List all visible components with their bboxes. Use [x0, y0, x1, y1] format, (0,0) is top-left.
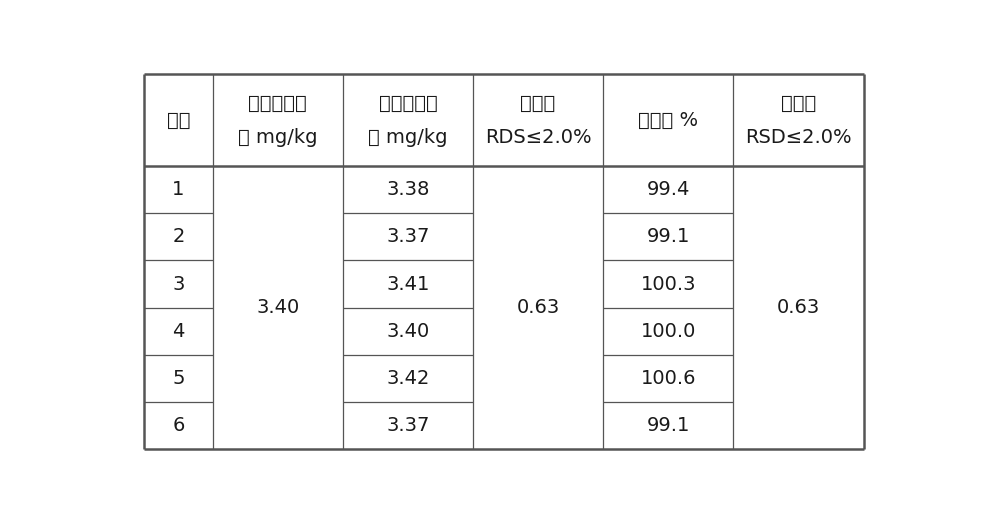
Text: 3.41: 3.41 [386, 275, 430, 294]
Text: 2: 2 [172, 227, 185, 246]
Text: 序号: 序号 [167, 111, 190, 130]
Text: 3.38: 3.38 [386, 180, 430, 200]
Text: 99.4: 99.4 [647, 180, 690, 200]
Text: 3: 3 [172, 275, 185, 294]
Text: 3.37: 3.37 [386, 416, 430, 435]
Text: 重复性: 重复性 [520, 94, 556, 112]
Text: 回收率: 回收率 [781, 94, 816, 112]
Text: RDS≤2.0%: RDS≤2.0% [485, 128, 591, 147]
Text: 99.1: 99.1 [647, 227, 690, 246]
Text: 回收率 %: 回收率 % [638, 111, 698, 130]
Text: 量 mg/kg: 量 mg/kg [238, 128, 317, 147]
Text: 6: 6 [172, 416, 185, 435]
Text: 量 mg/kg: 量 mg/kg [368, 128, 448, 147]
Text: 100.3: 100.3 [641, 275, 696, 294]
Text: 3.42: 3.42 [386, 369, 430, 388]
Text: 实际甲醛含: 实际甲醛含 [248, 94, 307, 112]
Text: 测得甲醛含: 测得甲醛含 [379, 94, 437, 112]
Text: 0.63: 0.63 [516, 298, 560, 317]
Text: 1: 1 [172, 180, 185, 200]
Text: 3.37: 3.37 [386, 227, 430, 246]
Text: RSD≤2.0%: RSD≤2.0% [745, 128, 852, 147]
Text: 4: 4 [172, 322, 185, 340]
Text: 100.0: 100.0 [641, 322, 696, 340]
Text: 3.40: 3.40 [386, 322, 430, 340]
Text: 3.40: 3.40 [256, 298, 299, 317]
Text: 99.1: 99.1 [647, 416, 690, 435]
Text: 100.6: 100.6 [641, 369, 696, 388]
Text: 5: 5 [172, 369, 185, 388]
Text: 0.63: 0.63 [777, 298, 820, 317]
